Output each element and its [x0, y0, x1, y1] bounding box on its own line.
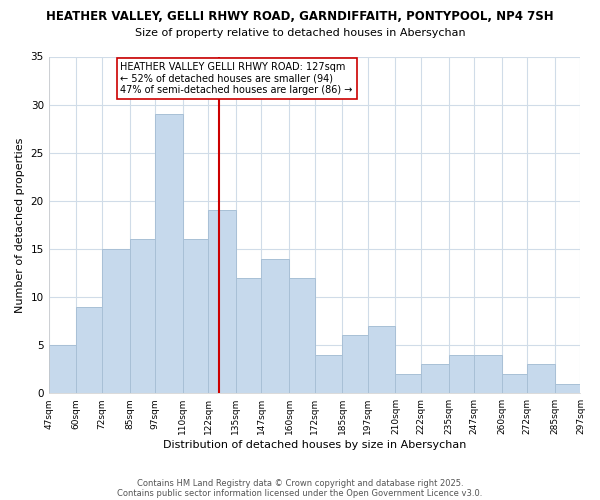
Bar — [314, 354, 342, 393]
Bar — [76, 306, 102, 393]
Bar — [102, 249, 130, 393]
Text: Size of property relative to detached houses in Abersychan: Size of property relative to detached ho… — [134, 28, 466, 38]
Bar — [49, 345, 76, 393]
Bar — [449, 354, 474, 393]
Bar — [182, 240, 208, 393]
Bar — [208, 210, 236, 393]
Text: HEATHER VALLEY GELLI RHWY ROAD: 127sqm
← 52% of detached houses are smaller (94): HEATHER VALLEY GELLI RHWY ROAD: 127sqm ←… — [121, 62, 353, 95]
Bar — [155, 114, 182, 393]
Bar — [395, 374, 421, 393]
Text: Contains public sector information licensed under the Open Government Licence v3: Contains public sector information licen… — [118, 488, 482, 498]
Bar — [289, 278, 314, 393]
Bar — [262, 258, 289, 393]
Bar — [502, 374, 527, 393]
Bar — [130, 240, 155, 393]
Bar — [555, 384, 581, 393]
Text: HEATHER VALLEY, GELLI RHWY ROAD, GARNDIFFAITH, PONTYPOOL, NP4 7SH: HEATHER VALLEY, GELLI RHWY ROAD, GARNDIF… — [46, 10, 554, 23]
Y-axis label: Number of detached properties: Number of detached properties — [15, 137, 25, 312]
Bar — [421, 364, 449, 393]
X-axis label: Distribution of detached houses by size in Abersychan: Distribution of detached houses by size … — [163, 440, 466, 450]
Bar — [236, 278, 262, 393]
Text: Contains HM Land Registry data © Crown copyright and database right 2025.: Contains HM Land Registry data © Crown c… — [137, 478, 463, 488]
Bar — [368, 326, 395, 393]
Bar — [474, 354, 502, 393]
Bar — [527, 364, 555, 393]
Bar — [342, 336, 368, 393]
